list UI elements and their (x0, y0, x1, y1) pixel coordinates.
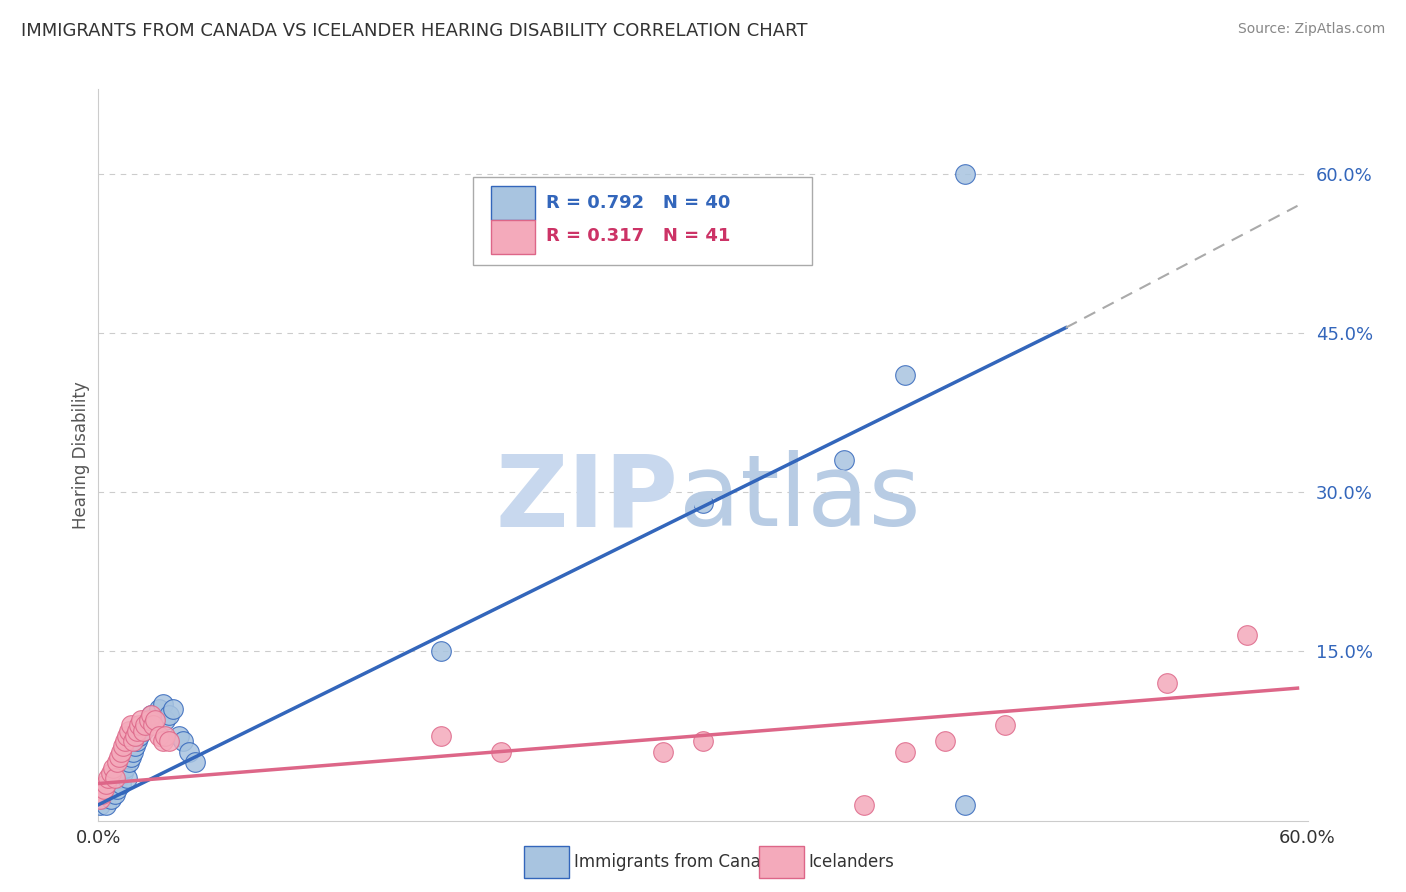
Text: IMMIGRANTS FROM CANADA VS ICELANDER HEARING DISABILITY CORRELATION CHART: IMMIGRANTS FROM CANADA VS ICELANDER HEAR… (21, 22, 807, 40)
FancyBboxPatch shape (492, 220, 534, 253)
Point (651, 745, 673, 759)
Point (162, 702, 184, 716)
Point (143, 713, 166, 727)
FancyBboxPatch shape (492, 186, 534, 220)
Point (96, 797, 118, 812)
Point (153, 729, 176, 743)
Point (142, 718, 165, 732)
Point (125, 734, 148, 748)
Point (430, 729, 453, 743)
Point (114, 761, 136, 775)
Point (994, 718, 1017, 732)
Point (138, 713, 160, 727)
Point (93, 781, 115, 796)
Point (115, 729, 138, 743)
Point (110, 776, 132, 790)
Point (491, 745, 513, 759)
Point (124, 729, 146, 743)
Point (101, 761, 124, 775)
Point (93, 787, 115, 801)
Text: Icelanders: Icelanders (808, 853, 894, 871)
Point (107, 771, 129, 785)
Point (1236, 628, 1258, 642)
Point (853, 797, 876, 812)
Point (103, 771, 125, 785)
Text: R = 0.317   N = 41: R = 0.317 N = 41 (546, 227, 730, 245)
Point (111, 766, 134, 780)
Point (893, 745, 915, 759)
Point (97, 781, 120, 796)
Point (179, 745, 201, 759)
Point (692, 734, 714, 748)
Point (167, 729, 190, 743)
Point (111, 739, 134, 754)
Point (103, 787, 125, 801)
Point (953, 797, 976, 812)
Point (105, 756, 128, 770)
Point (129, 713, 152, 727)
Point (121, 745, 143, 759)
Point (953, 167, 976, 181)
Point (893, 368, 915, 383)
Point (832, 453, 855, 467)
Point (138, 713, 160, 727)
Point (91, 787, 114, 801)
Point (120, 718, 142, 732)
Point (118, 756, 141, 770)
Point (152, 697, 174, 711)
Text: Source: ZipAtlas.com: Source: ZipAtlas.com (1237, 22, 1385, 37)
Point (110, 745, 132, 759)
Text: ZIP: ZIP (496, 450, 679, 548)
Point (100, 766, 122, 780)
Point (134, 718, 156, 732)
Y-axis label: Hearing Disability: Hearing Disability (72, 381, 90, 529)
Point (934, 734, 956, 748)
Point (125, 723, 148, 738)
Point (172, 734, 194, 748)
Point (148, 702, 170, 716)
Point (157, 734, 180, 748)
Point (692, 495, 714, 509)
Point (101, 776, 124, 790)
Point (132, 723, 155, 738)
Point (157, 707, 180, 722)
Text: R = 0.792   N = 40: R = 0.792 N = 40 (546, 194, 730, 211)
Point (120, 750, 142, 764)
Point (115, 771, 138, 785)
FancyBboxPatch shape (474, 177, 811, 265)
Point (153, 713, 176, 727)
Text: atlas: atlas (679, 450, 921, 548)
Point (430, 644, 453, 658)
Point (134, 718, 156, 732)
Text: Immigrants from Canada: Immigrants from Canada (574, 853, 780, 871)
Point (100, 792, 122, 806)
Point (89, 792, 111, 806)
Point (89, 797, 111, 812)
Point (107, 750, 129, 764)
Point (184, 756, 207, 770)
Point (143, 713, 166, 727)
Point (114, 734, 136, 748)
Point (139, 707, 162, 722)
Point (124, 739, 146, 754)
Point (96, 776, 118, 790)
Point (105, 781, 128, 796)
Point (97, 771, 120, 785)
Point (128, 729, 150, 743)
Point (139, 707, 162, 722)
Point (121, 734, 143, 748)
Point (118, 723, 141, 738)
Point (128, 718, 150, 732)
Point (132, 723, 155, 738)
Point (152, 734, 174, 748)
Point (1156, 676, 1178, 690)
Point (91, 792, 114, 806)
Point (148, 729, 170, 743)
